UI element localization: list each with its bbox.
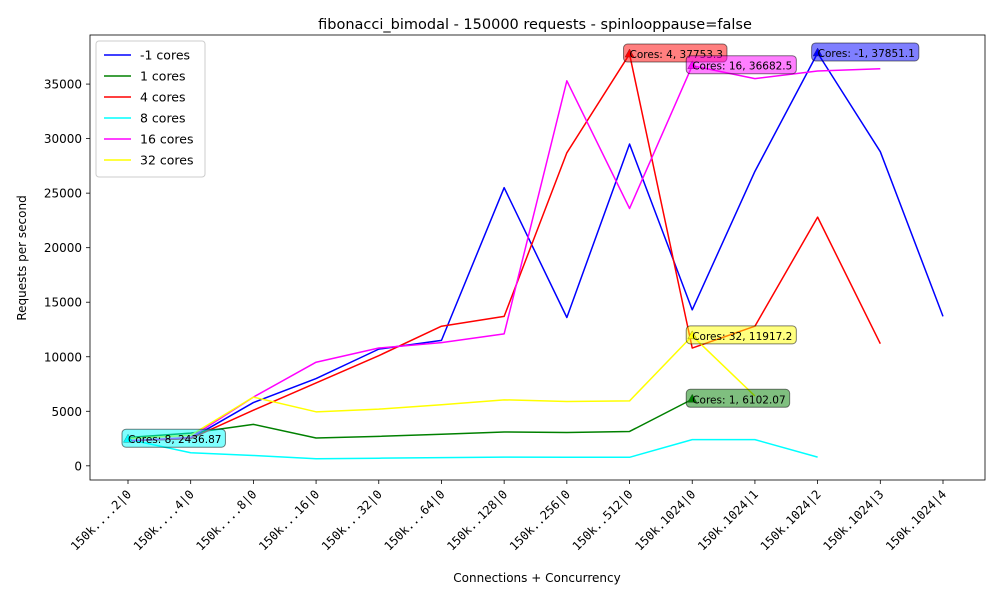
series-line-1-cores (127, 398, 693, 439)
x-tick-label: 150k..256|0 (507, 487, 573, 553)
legend: -1 cores 1 cores 4 cores 8 cores 16 cores 32 … (95, 40, 206, 178)
annotation-cores-16-36682-5: Cores: 16, 36682.5 (685, 55, 797, 75)
axes-frame (89, 34, 986, 481)
annotation-cores-1-37851-1: Cores: -1, 37851.1 (811, 42, 920, 62)
annotation-box (811, 42, 920, 62)
y-tick-label: 25000 (44, 187, 82, 201)
legend-label-32-cores: 32 cores (140, 153, 193, 168)
y-tick-label: 5000 (51, 405, 82, 419)
x-tick-label: 150k....8|0 (193, 487, 259, 553)
y-tick-label: 15000 (44, 296, 82, 310)
legend-label-8-cores: 8 cores (140, 111, 186, 126)
legend-label-1-cores: 1 cores (140, 69, 186, 84)
legend-label-4-cores: 4 cores (140, 90, 186, 105)
annotation-box (685, 55, 797, 75)
annotation-cores-1-6102-07: Cores: 1, 6102.07 (685, 388, 791, 408)
x-tick-label: 150k...32|0 (319, 487, 385, 553)
x-tick-label: 150k...64|0 (381, 487, 447, 553)
annotation-box (685, 325, 797, 345)
x-tick-label: 150k..128|0 (444, 487, 510, 553)
annotation-cores-8-2436-87: Cores: 8, 2436.87 (121, 428, 226, 448)
x-tick-label: 150k.1024|3 (820, 487, 886, 553)
y-tick-label: 10000 (44, 350, 82, 364)
annotation-label: Cores: -1, 37851.1 (818, 48, 915, 60)
annotation-label: Cores: 16, 36682.5 (692, 61, 792, 73)
x-tick-label: 150k....4|0 (131, 487, 197, 553)
y-tick-label: 20000 (44, 241, 82, 255)
annotation-label: Cores: 8, 2436.87 (128, 434, 221, 446)
annotation-label: Cores: 32, 11917.2 (692, 331, 792, 343)
y-tick-label: 0 (74, 459, 82, 473)
x-tick-label: 150k..512|0 (570, 487, 636, 553)
y-tick-label: 30000 (44, 132, 82, 146)
x-tick-label: 150k.1024|1 (695, 487, 761, 553)
annotation-box (685, 388, 791, 408)
x-tick-label: 150k.1024|2 (758, 487, 824, 553)
y-tick-label: 35000 (44, 78, 82, 92)
x-tick-label: 150k.1024|4 (883, 487, 949, 553)
legend-label-16-cores: 16 cores (140, 132, 193, 147)
x-tick-label: 150k...16|0 (256, 487, 322, 553)
series-line-32-cores (127, 335, 756, 440)
x-tick-label: 150k....2|0 (68, 487, 134, 553)
series-line-8-cores (127, 438, 818, 460)
legend-box (95, 40, 206, 178)
y-axis-title: Requests per second (15, 195, 29, 320)
annotation-box (121, 428, 226, 448)
annotation-label: Cores: 1, 6102.07 (692, 394, 785, 406)
x-axis-title: Connections + Concurrency (453, 571, 620, 585)
x-tick-label: 150k.1024|0 (632, 487, 698, 553)
series-layer (127, 52, 944, 460)
annotation-cores-32-11917-2: Cores: 32, 11917.2 (685, 325, 797, 345)
chart-title: fibonacci_bimodal - 150000 requests - sp… (318, 17, 752, 33)
legend-label-1-cores: -1 cores (140, 48, 190, 63)
